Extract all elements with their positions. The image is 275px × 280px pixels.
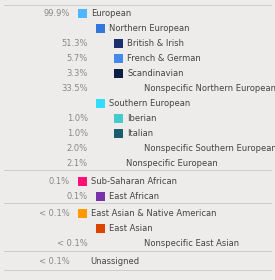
- Text: East Asian & Native American: East Asian & Native American: [91, 209, 216, 218]
- Text: East Asian: East Asian: [109, 224, 153, 234]
- Bar: [96, 99, 105, 108]
- Bar: [114, 129, 123, 138]
- Text: Northern European: Northern European: [109, 24, 189, 33]
- Text: 1.0%: 1.0%: [67, 129, 88, 138]
- Text: Scandinavian: Scandinavian: [127, 69, 183, 78]
- Text: Nonspecific Northern European: Nonspecific Northern European: [144, 84, 275, 93]
- Bar: [114, 54, 123, 63]
- Text: 0.1%: 0.1%: [67, 192, 88, 201]
- Bar: [78, 209, 87, 218]
- Text: Nonspecific European: Nonspecific European: [126, 159, 218, 168]
- Text: European: European: [91, 9, 131, 18]
- Text: 2.0%: 2.0%: [67, 144, 88, 153]
- Text: 5.7%: 5.7%: [67, 54, 88, 63]
- Bar: [78, 9, 87, 18]
- Text: British & Irish: British & Irish: [127, 39, 184, 48]
- Text: 33.5%: 33.5%: [61, 84, 88, 93]
- Text: 99.9%: 99.9%: [44, 9, 70, 18]
- Text: Iberian: Iberian: [127, 114, 156, 123]
- Text: 51.3%: 51.3%: [62, 39, 88, 48]
- Text: Nonspecific Southern European: Nonspecific Southern European: [144, 144, 275, 153]
- Text: < 0.1%: < 0.1%: [39, 257, 70, 266]
- Text: Southern European: Southern European: [109, 99, 190, 108]
- Text: French & German: French & German: [127, 54, 201, 63]
- Text: 2.1%: 2.1%: [67, 159, 88, 168]
- Bar: [96, 224, 105, 234]
- Bar: [96, 192, 105, 201]
- Bar: [96, 24, 105, 33]
- Text: 3.3%: 3.3%: [67, 69, 88, 78]
- Bar: [114, 69, 123, 78]
- Text: Nonspecific East Asian: Nonspecific East Asian: [144, 239, 239, 248]
- Text: 0.1%: 0.1%: [49, 177, 70, 186]
- Text: East African: East African: [109, 192, 159, 201]
- Bar: [114, 114, 123, 123]
- Text: Sub-Saharan African: Sub-Saharan African: [91, 177, 177, 186]
- Text: Unassigned: Unassigned: [90, 257, 139, 266]
- Text: 1.0%: 1.0%: [67, 114, 88, 123]
- Text: < 0.1%: < 0.1%: [39, 209, 70, 218]
- Text: Italian: Italian: [127, 129, 153, 138]
- Text: < 0.1%: < 0.1%: [57, 239, 88, 248]
- Bar: [114, 39, 123, 48]
- Bar: [78, 177, 87, 186]
